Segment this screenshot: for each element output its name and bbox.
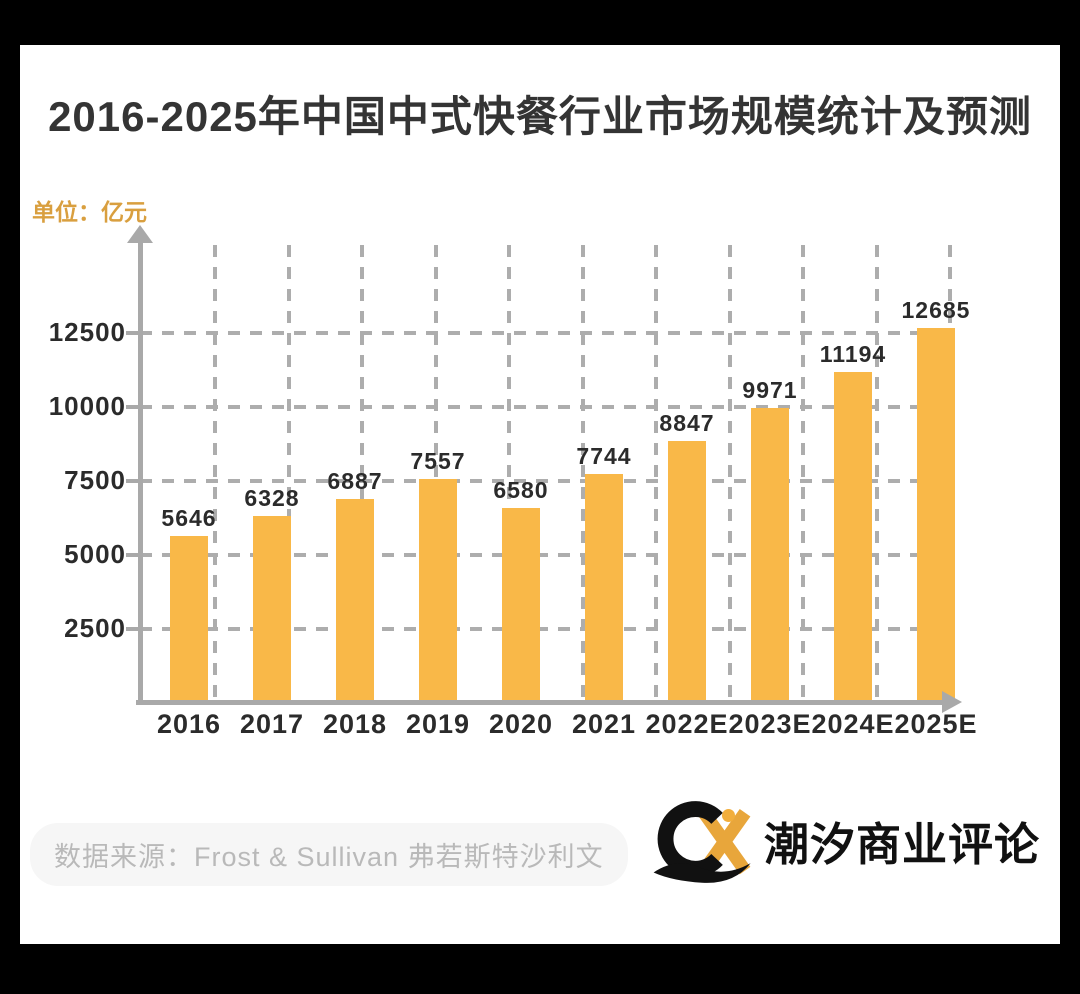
vertical-gridline <box>433 245 438 697</box>
vertical-gridline <box>286 245 291 697</box>
x-axis-tick-label: 2019 <box>405 709 471 739</box>
y-axis-tick <box>126 627 140 631</box>
vertical-gridline <box>360 245 364 697</box>
bar-value-label: 5646 <box>161 505 217 531</box>
bar <box>502 508 540 700</box>
infographic-card: 2016-2025年中国中式快餐行业市场规模统计及预测 单位：亿元 2500 50… <box>20 45 1060 944</box>
y-axis-tick <box>126 553 140 557</box>
y-axis-tick <box>126 405 140 409</box>
x-axis-tick-label: 2020 <box>488 709 554 739</box>
x-axis-tick-label: 2025E <box>894 709 978 739</box>
y-axis-arrow-icon <box>127 225 153 243</box>
horizontal-gridline <box>140 331 955 335</box>
x-axis-tick-label: 2023E <box>728 709 812 739</box>
bar-value-label: 6887 <box>327 468 383 494</box>
x-axis-arrow-icon <box>942 691 962 713</box>
bar-value-label: 11194 <box>819 341 887 367</box>
x-axis-tick-label: 2016 <box>156 709 222 739</box>
brand-name-text: 潮汐商业评论 <box>764 819 1041 870</box>
bar <box>585 474 623 700</box>
vertical-gridline <box>507 245 511 697</box>
vertical-gridline <box>874 245 879 697</box>
brand-cx-wave-icon <box>653 801 751 883</box>
x-axis-line <box>136 700 944 705</box>
bar-value-label: 9971 <box>742 377 798 403</box>
horizontal-gridline <box>140 479 955 483</box>
x-axis-tick-label: 2017 <box>239 709 305 739</box>
brand-accent-dot-icon <box>722 809 735 822</box>
bar-chart-plot-area: 2500 5000 7500 10000 12500 5646 2016 6328 2017 68… <box>20 45 1060 944</box>
bar-value-label: 6580 <box>493 477 549 503</box>
x-axis-tick-label: 2018 <box>322 709 388 739</box>
y-axis-tick-label: 7500 <box>64 465 126 495</box>
y-axis-tick <box>126 331 140 335</box>
bar-value-label: 7557 <box>410 448 466 474</box>
y-axis-tick-label: 12500 <box>48 317 126 347</box>
bar-value-label: 8847 <box>659 410 715 436</box>
bar <box>917 328 955 700</box>
vertical-gridline <box>580 245 585 697</box>
y-axis-tick-label: 2500 <box>64 613 126 643</box>
x-axis-tick-label: 2021 <box>571 709 637 739</box>
bar <box>170 536 208 700</box>
bar-value-label: 6328 <box>244 485 300 511</box>
y-axis-tick-label: 10000 <box>48 391 126 421</box>
x-axis-tick-label: 2022E <box>645 709 729 739</box>
horizontal-gridline <box>140 627 955 631</box>
y-axis-line <box>138 243 143 704</box>
bar <box>253 516 291 700</box>
bar <box>419 479 457 700</box>
vertical-gridline <box>727 245 732 697</box>
bar <box>834 372 872 700</box>
bar-value-label: 12685 <box>901 297 971 323</box>
data-source-note: 数据来源：Frost & Sullivan 弗若斯特沙利文 <box>30 823 628 886</box>
bar <box>751 408 789 700</box>
vertical-gridline <box>213 245 217 697</box>
y-axis-tick-label: 5000 <box>64 539 126 569</box>
vertical-gridline <box>654 245 658 697</box>
bar <box>668 441 706 700</box>
y-axis-unit-label: 单位：亿元 <box>32 199 147 225</box>
chart-title: 2016-2025年中国中式快餐行业市场规模统计及预测 <box>48 93 1032 140</box>
horizontal-gridline <box>140 405 955 409</box>
bar <box>336 499 374 700</box>
brand-logo: 潮汐商业评论 <box>648 797 1040 892</box>
vertical-gridline <box>801 245 805 697</box>
y-axis-tick <box>126 479 140 483</box>
bar-value-label: 7744 <box>576 443 632 469</box>
horizontal-gridline <box>140 553 955 557</box>
x-axis-tick-label: 2024E <box>811 709 895 739</box>
